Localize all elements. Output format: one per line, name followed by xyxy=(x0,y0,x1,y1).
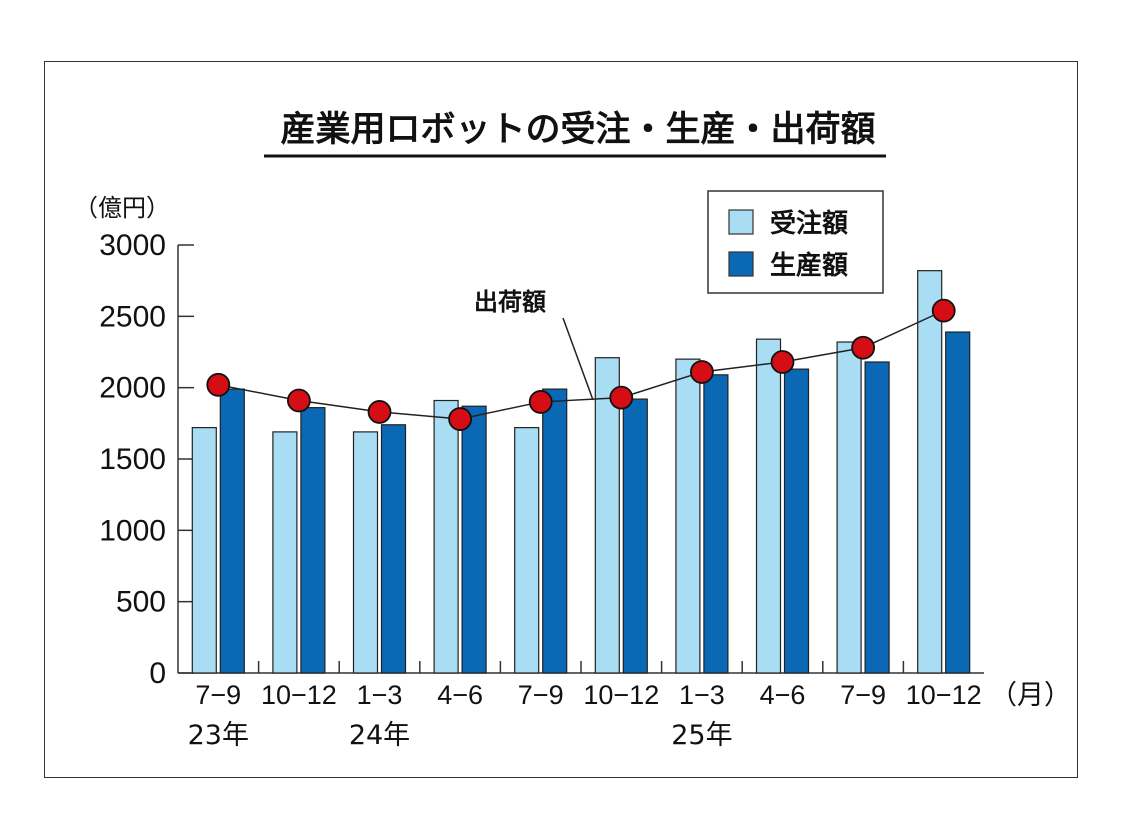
x-axis-labels: 7−9 10−12 1−3 4−6 7−9 10−12 1−3 4−6 7−9 10−12 23年 2… xyxy=(188,680,982,751)
bar-production xyxy=(864,361,890,674)
bar-orders xyxy=(272,431,298,674)
bar-orders xyxy=(352,431,379,674)
legend-label-orders: 受注額 xyxy=(770,208,848,239)
x-tick-label: 1−3 xyxy=(357,680,403,710)
y-tick-label: 1000 xyxy=(99,514,166,547)
x-tick-label: 7−9 xyxy=(840,680,886,710)
x-year-label: 24年 xyxy=(349,720,410,751)
shipment-point xyxy=(851,335,875,360)
bar-production xyxy=(622,398,648,674)
legend-swatch-production xyxy=(728,251,754,277)
x-year-label: 25年 xyxy=(671,720,732,751)
y-tick-label: 500 xyxy=(116,586,166,619)
y-axis-unit-label: （億円） xyxy=(74,194,170,222)
x-tick-label: 1−3 xyxy=(679,680,725,710)
shipment-point xyxy=(770,350,795,374)
shipment-annotation: 出荷額 xyxy=(474,288,594,401)
x-tick-label: 7−9 xyxy=(518,680,564,710)
bar-orders xyxy=(433,399,459,674)
axes: 0 500 1000 1500 2000 2500 3000 xyxy=(99,229,984,690)
shipment-point xyxy=(528,390,553,414)
bar-production xyxy=(461,405,487,674)
legend: 受注額 生産額 xyxy=(707,190,884,294)
shipment-point xyxy=(609,385,634,410)
y-tick-label: 0 xyxy=(149,657,166,690)
y-tick-label: 1500 xyxy=(99,443,166,476)
x-tick-label: 4−6 xyxy=(760,680,806,710)
x-tick-label: 4−6 xyxy=(437,680,483,710)
chart-title: 産業用ロボットの受注・生産・出荷額 xyxy=(280,110,875,150)
shipment-line xyxy=(218,309,945,420)
annotation-label: 出荷額 xyxy=(474,288,546,316)
bar-production xyxy=(945,331,971,674)
x-axis-unit-label: （月） xyxy=(990,680,1071,710)
x-tick-label: 10−12 xyxy=(906,680,982,710)
chart-frame xyxy=(44,61,1078,778)
bar-orders xyxy=(836,341,862,674)
x-tick-label: 10−12 xyxy=(583,680,659,710)
shipment-point xyxy=(367,400,392,424)
bar-orders xyxy=(191,427,217,674)
x-tick-label: 10−12 xyxy=(261,680,337,710)
bar-production xyxy=(542,388,568,674)
bar-orders xyxy=(594,357,620,674)
bar-production xyxy=(380,424,407,674)
shipment-point xyxy=(690,360,714,384)
legend-label-production: 生産額 xyxy=(770,250,848,281)
bar-layer xyxy=(191,270,971,674)
line-layer xyxy=(206,298,956,431)
y-tick-label: 2000 xyxy=(99,372,166,405)
bar-orders xyxy=(755,338,782,674)
y-tick-label: 3000 xyxy=(99,229,166,262)
shipment-point xyxy=(286,388,311,413)
bar-orders xyxy=(514,427,540,674)
bar-production xyxy=(219,388,245,674)
shipment-point xyxy=(931,298,956,323)
bar-orders xyxy=(675,358,701,674)
bar-production xyxy=(783,368,810,674)
x-year-label: 23年 xyxy=(188,720,249,751)
bar-production xyxy=(703,374,729,674)
shipment-point xyxy=(448,407,473,431)
x-tick-label: 7−9 xyxy=(195,680,241,710)
legend-swatch-orders xyxy=(728,209,754,235)
shipment-point xyxy=(206,372,231,397)
y-tick-label: 2500 xyxy=(99,300,166,333)
annotation-leader-line xyxy=(562,317,594,401)
bar-production xyxy=(300,407,326,674)
bar-orders xyxy=(917,270,943,674)
